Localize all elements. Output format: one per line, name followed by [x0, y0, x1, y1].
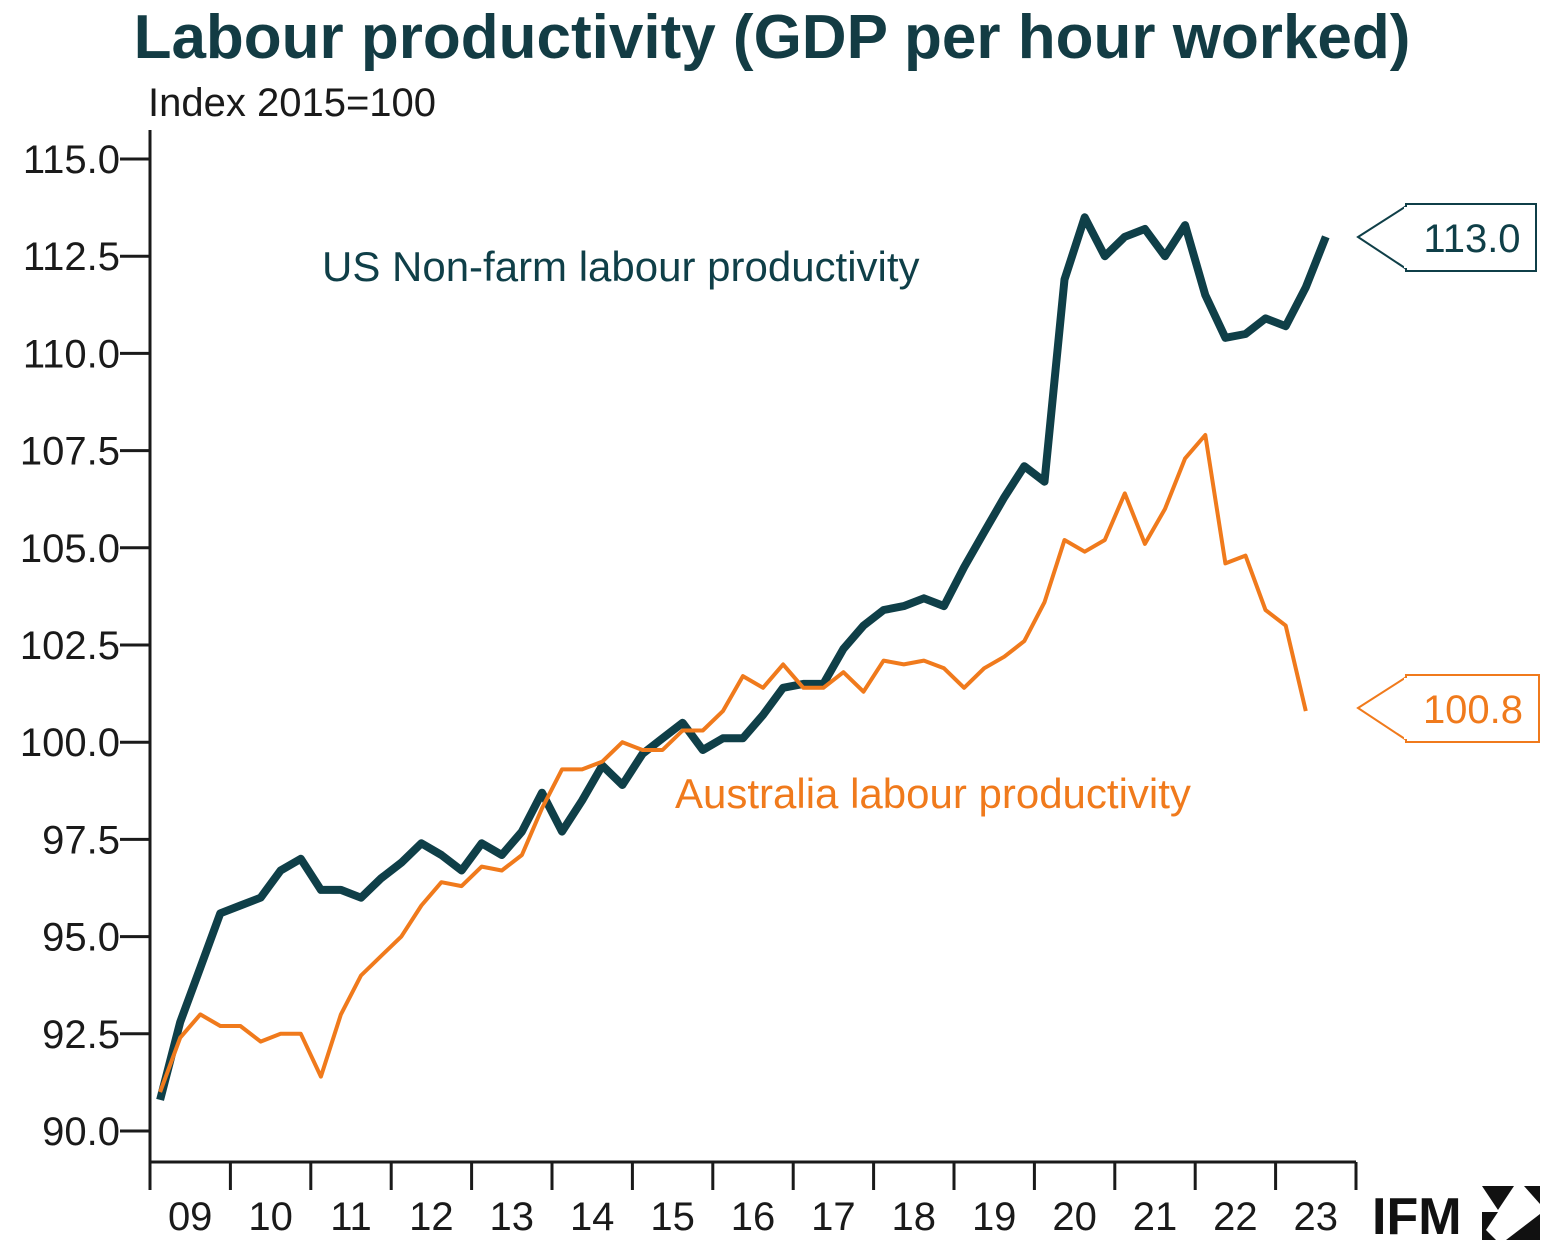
y-tick-label: 102.5	[20, 624, 120, 668]
x-tick-label: 11	[330, 1195, 372, 1239]
x-tick-label: 23	[1294, 1195, 1339, 1239]
y-tick-label: 92.5	[42, 1013, 120, 1057]
y-tick-label: 110.0	[23, 332, 120, 376]
us-end-label: 113.0	[1356, 203, 1537, 272]
australia-end-value: 100.8	[1423, 688, 1523, 732]
y-tick-label: 107.5	[20, 430, 120, 474]
chart-title: Labour productivity (GDP per hour worked…	[134, 3, 1411, 72]
x-tick-label: 09	[168, 1195, 213, 1239]
x-tick-label: 21	[1133, 1195, 1178, 1239]
us-series-label: US Non-farm labour productivity	[322, 243, 920, 290]
australia-end-label: 100.8	[1356, 674, 1540, 743]
x-tick-label: 20	[1052, 1195, 1097, 1239]
x-tick-label: 15	[650, 1195, 695, 1239]
australia-productivity-line	[158, 433, 1308, 1093]
y-tick-label: 97.5	[42, 818, 120, 862]
x-axis-ticks: 09 10 11 12 13 14 15 16 17 18 19 20 21 22 23	[148, 1162, 1358, 1239]
us-end-value: 113.0	[1423, 217, 1520, 261]
us-productivity-line	[156, 213, 1330, 1101]
x-tick-label: 12	[409, 1195, 454, 1239]
chart-subtitle: Index 2015=100	[148, 81, 436, 125]
x-tick-label: 18	[892, 1195, 937, 1239]
y-tick-label: 100.0	[20, 721, 120, 765]
ifm-logo-mark	[1482, 1186, 1540, 1240]
y-tick-label: 95.0	[42, 916, 120, 960]
x-tick-label: 13	[490, 1195, 535, 1239]
y-tick-label: 115.0	[23, 138, 120, 182]
x-tick-label: 17	[811, 1195, 856, 1239]
y-tick-label: 112.5	[23, 235, 120, 279]
ifm-logo: IFM	[1372, 1186, 1540, 1246]
x-tick-label: 19	[972, 1195, 1017, 1239]
x-tick-label: 16	[731, 1195, 776, 1239]
ifm-logo-text: IFM	[1372, 1188, 1462, 1246]
x-tick-label: 22	[1213, 1195, 1258, 1239]
x-tick-label: 10	[248, 1195, 293, 1239]
y-tick-label: 90.0	[42, 1110, 120, 1154]
x-tick-label: 14	[570, 1195, 615, 1239]
y-tick-label: 105.0	[20, 527, 120, 571]
australia-series-label: Australia labour productivity	[675, 770, 1191, 817]
y-axis-ticks: 90.0 92.5 95.0 97.5 100.0 102.5 105.0 107.5 110.…	[20, 138, 150, 1154]
